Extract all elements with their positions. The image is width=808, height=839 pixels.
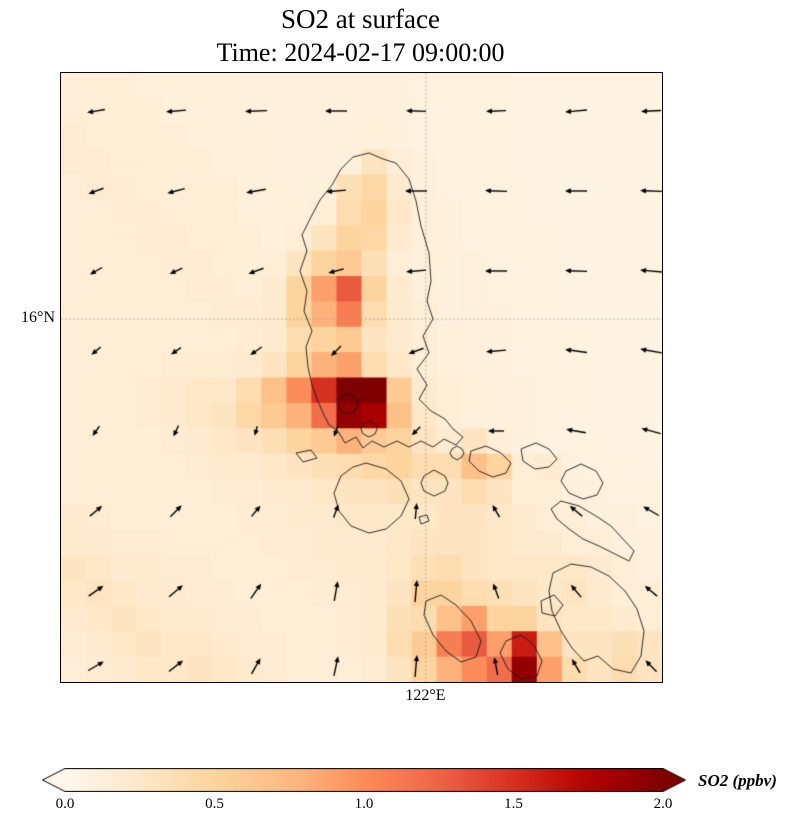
colorbar-canvas [42, 768, 686, 792]
map-plot [60, 72, 663, 683]
colorbar [42, 768, 686, 792]
colorbar-tick-label: 1.0 [354, 796, 374, 812]
map-canvas [61, 73, 662, 682]
plot-title: SO2 at surface [281, 4, 440, 34]
colorbar-label: SO2 (ppbv) [698, 771, 777, 790]
colorbar-tick-labels: 0.0 0.5 1.0 1.5 2.0 [56, 796, 673, 816]
x-tick-label: 122°E [405, 687, 446, 704]
y-tick-label: 16°N [21, 309, 55, 326]
colorbar-tick-label: 0.5 [205, 796, 224, 812]
plot-subtitle: Time: 2024-02-17 09:00:00 [216, 38, 505, 67]
colorbar-tick-label: 2.0 [653, 796, 673, 812]
colorbar-tick-label: 1.5 [504, 796, 523, 812]
colorbar-tick-label: 0.0 [55, 796, 75, 812]
